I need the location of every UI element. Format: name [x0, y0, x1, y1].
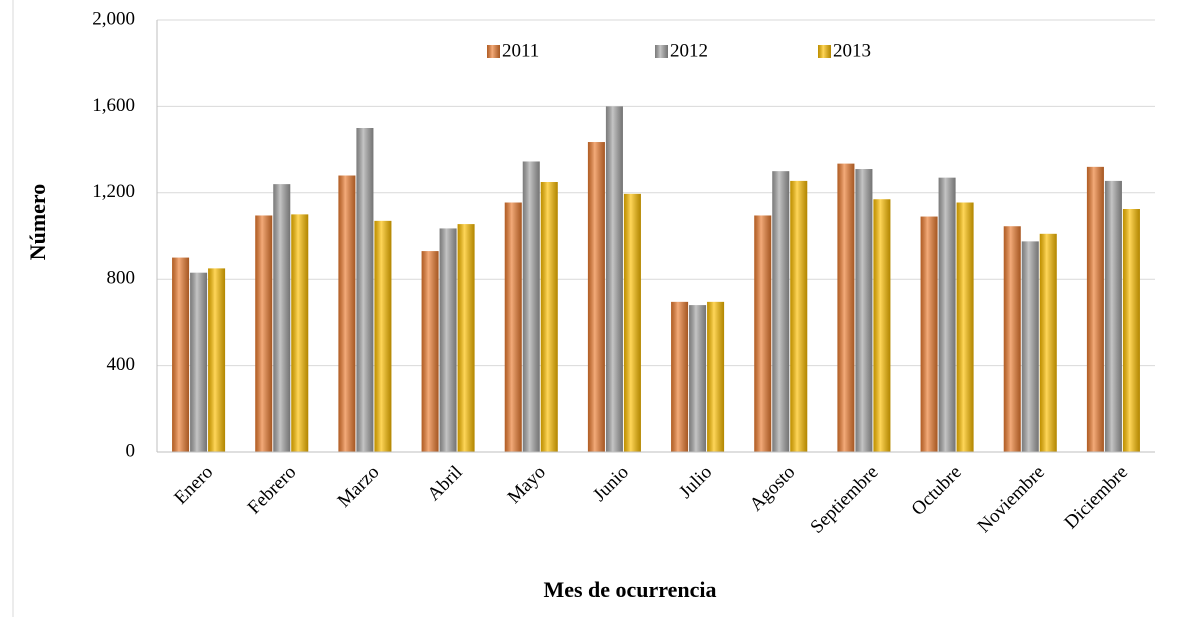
x-tick-label: Mayo: [504, 462, 550, 508]
y-tick-label: 1,600: [92, 95, 135, 116]
x-axis-label: Mes de ocurrencia: [543, 577, 716, 602]
x-tick-label: Noviembre: [974, 462, 1049, 537]
legend-label: 2011: [502, 40, 539, 61]
y-tick-label: 1,200: [92, 181, 135, 202]
x-tick-label: Abril: [423, 462, 466, 505]
x-tick-label: Diciembre: [1060, 462, 1132, 534]
y-tick-label: 800: [107, 268, 136, 289]
x-tick-label: Junio: [589, 462, 633, 506]
x-tick-label: Febrero: [244, 462, 301, 519]
y-tick-label: 400: [107, 354, 136, 375]
x-tick-label: Marzo: [334, 462, 384, 512]
x-tick-label: Octubre: [908, 462, 966, 520]
x-tick-label: Enero: [170, 462, 217, 509]
legend-label: 2012: [670, 40, 708, 61]
y-tick-label: 0: [126, 440, 136, 461]
x-tick-label: Julio: [675, 462, 716, 503]
y-axis-label: Número: [25, 184, 50, 261]
y-tick-label: 2,000: [92, 8, 135, 29]
x-tick-label: Agosto: [746, 462, 800, 516]
legend-label: 2013: [833, 40, 871, 61]
x-tick-label: Septiembre: [806, 462, 882, 538]
